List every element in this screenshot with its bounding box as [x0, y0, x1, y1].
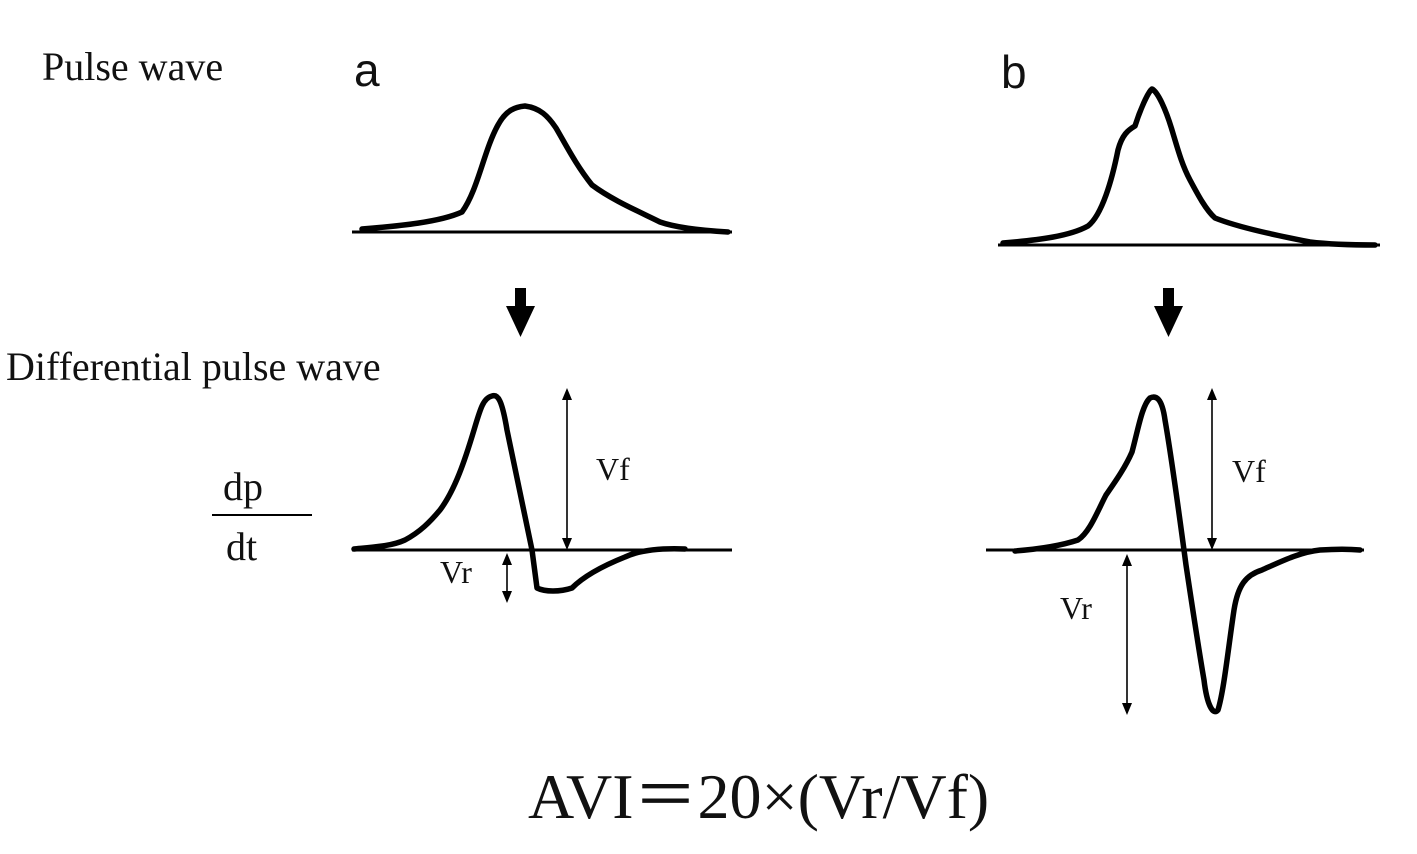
panel-b: b Vf Vr: [986, 46, 1380, 715]
vr-dimension-a: [502, 553, 512, 603]
pulse-wave-label: Pulse wave: [42, 44, 223, 89]
pulse-wave-b-curve: [1000, 86, 1378, 248]
vf-dimension-b: [1207, 388, 1217, 550]
dp-dt-fraction: dp dt: [212, 464, 312, 569]
dt-label: dt: [226, 524, 257, 569]
differential-pulse-wave-label: Differential pulse wave: [6, 344, 381, 389]
differential-wave-a-curve: [351, 392, 688, 594]
panel-a: a Vf Vr: [351, 44, 732, 603]
down-arrow-icon: [506, 288, 535, 337]
vf-label-b: Vf: [1232, 453, 1266, 489]
vr-label-a: Vr: [440, 554, 472, 590]
avi-formula: AVI＝20×(Vr/Vf): [528, 761, 989, 832]
vf-label-a: Vf: [596, 451, 630, 487]
pulse-wave-a-curve: [359, 103, 731, 235]
vf-dimension-a: [562, 388, 572, 550]
vr-label-b: Vr: [1060, 590, 1092, 626]
differential-wave-b-curve: [1012, 394, 1363, 715]
down-arrow-icon: [1154, 288, 1183, 337]
panel-a-letter: a: [354, 44, 380, 96]
vr-dimension-b: [1122, 554, 1132, 715]
dp-label: dp: [223, 464, 263, 509]
panel-b-letter: b: [1001, 46, 1027, 98]
